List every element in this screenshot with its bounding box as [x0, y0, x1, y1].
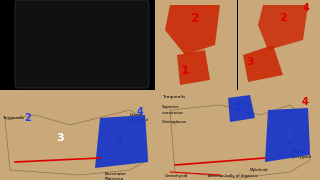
Polygon shape: [170, 105, 310, 178]
Text: 3: 3: [56, 133, 64, 143]
Text: Superior: Superior: [162, 105, 180, 109]
Text: Temporalis: Temporalis: [2, 116, 24, 120]
Text: 1: 1: [116, 135, 124, 145]
Polygon shape: [258, 5, 308, 50]
Text: 2: 2: [279, 13, 287, 23]
Text: 2: 2: [25, 113, 31, 123]
FancyBboxPatch shape: [15, 0, 149, 88]
Text: 4.: 4.: [22, 69, 30, 78]
Polygon shape: [177, 50, 210, 85]
Text: Lateral
pterygoid: Lateral pterygoid: [130, 113, 149, 122]
Text: 1: 1: [180, 64, 189, 76]
Text: mandible: mandible: [58, 21, 96, 30]
Text: 3.: 3.: [22, 57, 30, 66]
Polygon shape: [5, 110, 148, 175]
Polygon shape: [265, 108, 310, 162]
Text: pterygoid: pterygoid: [60, 69, 102, 78]
Text: 2: 2: [191, 12, 199, 24]
Text: Temporalis: Temporalis: [162, 95, 185, 99]
Text: Buccinator
Platysma: Buccinator Platysma: [105, 172, 127, 180]
Text: Mylohoid: Mylohoid: [250, 168, 268, 172]
Text: 2.: 2.: [22, 45, 30, 54]
Polygon shape: [228, 95, 255, 122]
FancyBboxPatch shape: [160, 90, 320, 180]
Text: Genioglosus: Genioglosus: [162, 120, 187, 124]
Polygon shape: [243, 45, 283, 82]
Text: 4: 4: [302, 97, 308, 107]
FancyBboxPatch shape: [238, 0, 320, 90]
FancyBboxPatch shape: [155, 0, 237, 90]
Polygon shape: [165, 5, 220, 55]
Text: 2: 2: [235, 103, 241, 113]
Text: 3: 3: [246, 57, 254, 67]
Text: 4: 4: [137, 107, 143, 117]
Polygon shape: [95, 115, 148, 168]
Text: Origin:: Origin:: [22, 11, 52, 20]
Text: Medial
pterygoid: Medial pterygoid: [292, 150, 312, 159]
Text: Medial: Medial: [32, 57, 64, 66]
FancyBboxPatch shape: [0, 90, 160, 180]
Text: 3: 3: [284, 130, 292, 140]
Text: 1.: 1.: [22, 33, 30, 42]
Text: from the skull: from the skull: [50, 11, 105, 20]
Text: Lateral: Lateral: [32, 69, 65, 78]
Text: Masseter: Masseter: [32, 33, 72, 42]
Text: Temporalis: Temporalis: [32, 45, 79, 54]
Text: Anterior belly of digastric: Anterior belly of digastric: [208, 174, 258, 178]
Text: Insertion:: Insertion:: [22, 21, 64, 30]
Text: constrictor: constrictor: [162, 111, 184, 115]
Text: Geniohyoid: Geniohyoid: [165, 174, 188, 178]
Text: 4: 4: [303, 3, 309, 13]
Text: pterygoid: pterygoid: [57, 57, 99, 66]
